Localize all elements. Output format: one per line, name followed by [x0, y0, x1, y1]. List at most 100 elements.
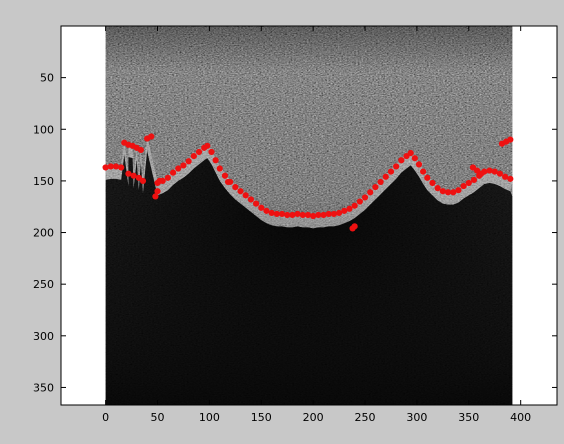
y-tick-label: 300 [33, 330, 54, 343]
boundary-point [372, 184, 379, 191]
boundary-point [367, 189, 374, 196]
boundary-point [130, 172, 137, 179]
boundary-point [175, 165, 182, 172]
boundary-point [216, 165, 223, 172]
x-tick-label: 250 [355, 411, 376, 424]
boundary-point [185, 158, 192, 165]
boundary-point [237, 188, 244, 195]
boundary-point [137, 146, 144, 154]
boundary-point [455, 187, 462, 194]
boundary-point [325, 210, 332, 218]
boundary-point [465, 179, 472, 187]
boundary-point [361, 194, 369, 201]
boundary-point [304, 211, 312, 219]
boundary-point [439, 188, 446, 195]
boundary-point [507, 136, 514, 143]
boundary-point [156, 177, 163, 185]
boundary-point [252, 200, 260, 207]
boundary-point [502, 173, 509, 180]
boundary-point [382, 173, 389, 180]
boundary-point [204, 142, 211, 149]
boundary-point [460, 182, 467, 190]
boundary-point [387, 168, 395, 175]
boundary-point [478, 170, 485, 177]
boundary-point [393, 163, 400, 170]
boundary-point [496, 170, 504, 177]
boundary-point [420, 168, 427, 175]
x-tick-label: 100 [199, 411, 220, 424]
boundary-point [289, 211, 296, 219]
boundary-point [310, 212, 317, 220]
boundary-point [258, 204, 265, 211]
boundary-point [407, 149, 414, 157]
x-tick-label: 350 [458, 411, 479, 424]
boundary-point [263, 207, 270, 214]
y-axis-ticks: 50 100 150 200 250 300 350 [33, 72, 557, 394]
boundary-point [450, 189, 457, 196]
boundary-point [180, 162, 187, 169]
x-tick-label: 150 [251, 411, 272, 424]
boundary-point [411, 155, 418, 162]
boundary-point [278, 210, 286, 218]
boundary-point [154, 188, 161, 195]
x-tick-label: 0 [102, 411, 109, 424]
boundary-point [152, 193, 159, 200]
boundary-point [107, 163, 114, 170]
boundary-point [341, 207, 348, 214]
boundary-point [208, 148, 215, 156]
axes-frame [60, 25, 558, 406]
boundary-point [356, 198, 363, 205]
boundary-point [424, 174, 431, 181]
boundary-point [273, 210, 280, 218]
boundary-point [335, 209, 343, 217]
y-tick-label: 250 [33, 278, 54, 291]
boundary-point [320, 211, 327, 219]
boundary-point [212, 157, 219, 164]
boundary-point [247, 196, 254, 203]
boundary-point [377, 178, 384, 186]
boundary-point [169, 169, 177, 176]
boundary-point [294, 210, 301, 218]
boundary-point [284, 211, 291, 219]
boundary-point [232, 184, 239, 191]
boundary-point [315, 211, 322, 219]
boundary-point [190, 153, 197, 160]
boundary-point [148, 133, 155, 140]
boundary-point [224, 178, 232, 186]
boundary-point [351, 223, 358, 230]
boundary-point [242, 192, 249, 199]
boundary-point [444, 189, 452, 196]
x-tick-label: 200 [303, 411, 324, 424]
boundary-point [491, 168, 498, 175]
boundary-point [351, 202, 358, 209]
boundary-point [112, 163, 120, 170]
boundary-point [164, 174, 171, 181]
boundary-point [486, 167, 493, 174]
x-axis-ticks: 0 50 100 150 200 250 300 350 400 [102, 26, 531, 424]
boundary-point [195, 148, 203, 156]
overlay-boundary-points [102, 133, 514, 232]
y-tick-label: 150 [33, 175, 54, 188]
y-tick-label: 200 [33, 227, 54, 240]
boundary-point [330, 210, 338, 218]
y-tick-label: 50 [40, 72, 54, 85]
boundary-point [429, 179, 436, 187]
boundary-point [415, 161, 423, 168]
boundary-point [507, 175, 514, 182]
boundary-point [398, 157, 405, 164]
x-tick-label: 50 [151, 411, 165, 424]
boundary-point [299, 211, 306, 219]
boundary-point [434, 185, 441, 192]
y-tick-label: 350 [33, 381, 54, 394]
boundary-point [470, 176, 478, 183]
x-tick-label: 400 [510, 411, 531, 424]
boundary-point [118, 164, 125, 171]
boundary-point [139, 177, 147, 185]
y-tick-label: 100 [33, 123, 54, 136]
boundary-point [125, 170, 132, 177]
boundary-point [102, 164, 109, 171]
boundary-point [346, 205, 353, 212]
x-tick-label: 300 [406, 411, 427, 424]
